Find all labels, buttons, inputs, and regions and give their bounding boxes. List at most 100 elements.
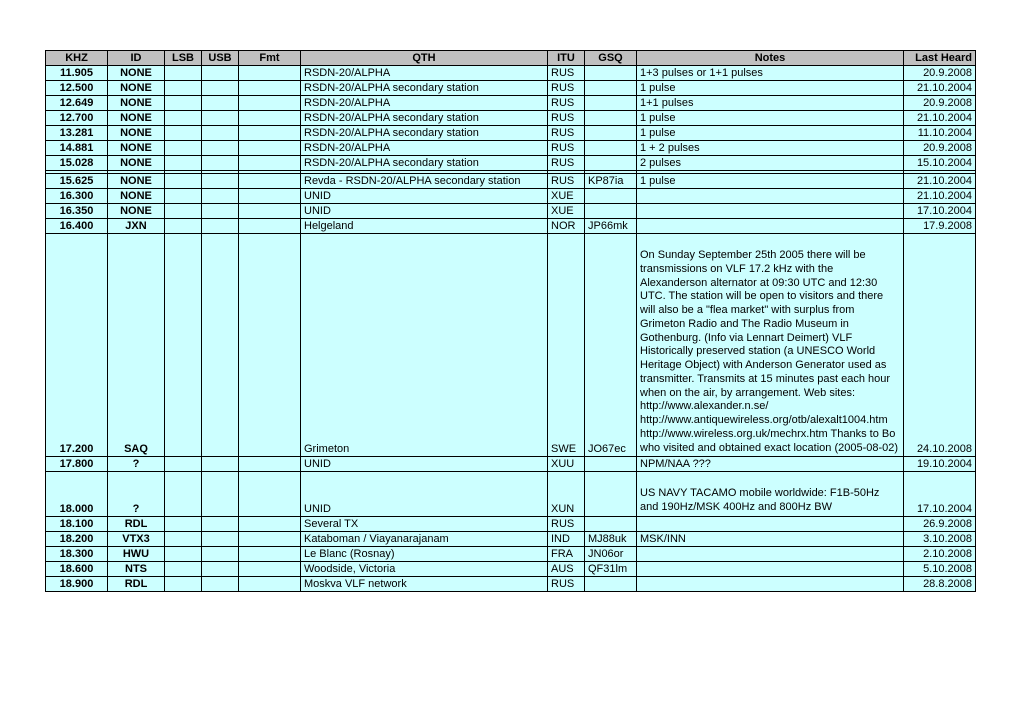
cell-fmt [239, 156, 301, 171]
cell-usb [202, 174, 239, 189]
cell-lsb [165, 66, 202, 81]
table-row: 12.500NONERSDN-20/ALPHA secondary statio… [46, 81, 976, 96]
cell-id: NONE [108, 204, 165, 219]
cell-khz: 11.905 [46, 66, 108, 81]
cell-itu: XUE [548, 204, 585, 219]
cell-last: 20.9.2008 [904, 66, 976, 81]
cell-usb [202, 516, 239, 531]
cell-qth: UNID [301, 472, 548, 517]
cell-itu: RUS [548, 111, 585, 126]
cell-id: NONE [108, 126, 165, 141]
cell-id: NONE [108, 66, 165, 81]
table-row: 14.881NONERSDN-20/ALPHARUS1 + 2 pulses20… [46, 141, 976, 156]
cell-lsb [165, 457, 202, 472]
cell-lsb [165, 204, 202, 219]
table-row: 17.200SAQGrimetonSWEJO67ecOn Sunday Sept… [46, 234, 976, 457]
cell-khz: 15.625 [46, 174, 108, 189]
table-row: 12.700NONERSDN-20/ALPHA secondary statio… [46, 111, 976, 126]
cell-id: HWU [108, 546, 165, 561]
cell-id: NONE [108, 96, 165, 111]
cell-gsq [585, 141, 637, 156]
table-row: 15.625NONERevda - RSDN-20/ALPHA secondar… [46, 174, 976, 189]
cell-id: RDL [108, 516, 165, 531]
cell-id: NTS [108, 561, 165, 576]
cell-id: NONE [108, 111, 165, 126]
cell-notes [637, 561, 904, 576]
cell-fmt [239, 126, 301, 141]
cell-qth: Revda - RSDN-20/ALPHA secondary station [301, 174, 548, 189]
header-row: KHZ ID LSB USB Fmt QTH ITU GSQ Notes Las… [46, 51, 976, 66]
cell-khz: 17.800 [46, 457, 108, 472]
cell-notes [637, 204, 904, 219]
cell-fmt [239, 219, 301, 234]
cell-gsq: QF31lm [585, 561, 637, 576]
cell-usb [202, 189, 239, 204]
cell-lsb [165, 174, 202, 189]
cell-khz: 16.400 [46, 219, 108, 234]
cell-last: 5.10.2008 [904, 561, 976, 576]
cell-last: 24.10.2008 [904, 234, 976, 457]
cell-itu: RUS [548, 174, 585, 189]
cell-gsq [585, 66, 637, 81]
cell-fmt [239, 234, 301, 457]
header-qth: QTH [301, 51, 548, 66]
header-notes: Notes [637, 51, 904, 66]
cell-id: ? [108, 457, 165, 472]
cell-usb [202, 111, 239, 126]
cell-fmt [239, 81, 301, 96]
cell-qth: Moskva VLF network [301, 576, 548, 591]
cell-notes: 2 pulses [637, 156, 904, 171]
cell-qth: UNID [301, 189, 548, 204]
cell-last: 17.10.2004 [904, 472, 976, 517]
cell-khz: 12.649 [46, 96, 108, 111]
cell-itu: FRA [548, 546, 585, 561]
cell-notes [637, 516, 904, 531]
cell-itu: XUN [548, 472, 585, 517]
cell-last: 11.10.2004 [904, 126, 976, 141]
cell-last: 20.9.2008 [904, 141, 976, 156]
cell-itu: RUS [548, 141, 585, 156]
cell-qth: RSDN-20/ALPHA [301, 141, 548, 156]
cell-last: 20.9.2008 [904, 96, 976, 111]
cell-qth: RSDN-20/ALPHA secondary station [301, 156, 548, 171]
header-usb: USB [202, 51, 239, 66]
cell-fmt [239, 472, 301, 517]
cell-id: NONE [108, 156, 165, 171]
table-row: 11.905NONERSDN-20/ALPHARUS1+3 pulses or … [46, 66, 976, 81]
cell-itu: SWE [548, 234, 585, 457]
cell-usb [202, 66, 239, 81]
cell-gsq: JO67ec [585, 234, 637, 457]
cell-usb [202, 531, 239, 546]
cell-notes: US NAVY TACAMO mobile worldwide: F1B-50H… [637, 472, 904, 517]
cell-gsq [585, 576, 637, 591]
cell-usb [202, 141, 239, 156]
cell-qth: RSDN-20/ALPHA secondary station [301, 126, 548, 141]
cell-notes [637, 576, 904, 591]
table-row: 18.100RDLSeveral TXRUS26.9.2008 [46, 516, 976, 531]
cell-lsb [165, 126, 202, 141]
cell-lsb [165, 189, 202, 204]
header-fmt: Fmt [239, 51, 301, 66]
cell-id: ? [108, 472, 165, 517]
cell-fmt [239, 546, 301, 561]
cell-qth: Several TX [301, 516, 548, 531]
cell-usb [202, 561, 239, 576]
cell-id: JXN [108, 219, 165, 234]
cell-qth: RSDN-20/ALPHA secondary station [301, 81, 548, 96]
table-row: 18.300HWULe Blanc (Rosnay)FRAJN06or2.10.… [46, 546, 976, 561]
cell-gsq [585, 457, 637, 472]
cell-itu: RUS [548, 81, 585, 96]
table-row: 18.200VTX3Kataboman / ViayanarajanamINDM… [46, 531, 976, 546]
cell-usb [202, 204, 239, 219]
cell-lsb [165, 111, 202, 126]
cell-khz: 18.600 [46, 561, 108, 576]
cell-usb [202, 156, 239, 171]
cell-fmt [239, 516, 301, 531]
cell-notes: 1 pulse [637, 81, 904, 96]
cell-notes: On Sunday September 25th 2005 there will… [637, 234, 904, 457]
cell-lsb [165, 472, 202, 517]
cell-itu: RUS [548, 66, 585, 81]
cell-gsq: MJ88uk [585, 531, 637, 546]
cell-usb [202, 219, 239, 234]
table-row: 16.350NONEUNIDXUE17.10.2004 [46, 204, 976, 219]
